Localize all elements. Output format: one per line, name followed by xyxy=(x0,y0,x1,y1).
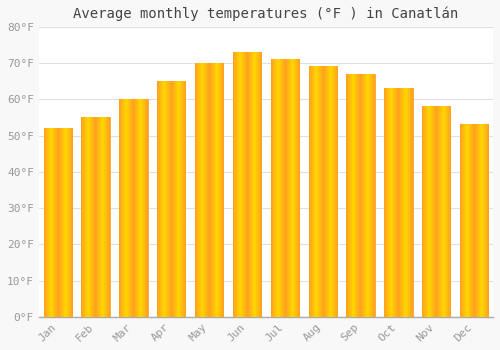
Bar xyxy=(82,117,110,317)
Bar xyxy=(384,89,412,317)
Bar xyxy=(119,99,148,317)
Bar xyxy=(195,63,224,317)
Bar xyxy=(346,74,375,317)
Bar xyxy=(270,60,299,317)
Bar xyxy=(308,66,337,317)
Bar xyxy=(44,128,72,317)
Bar xyxy=(233,52,261,317)
Bar xyxy=(157,81,186,317)
Title: Average monthly temperatures (°F ) in Canatlán: Average monthly temperatures (°F ) in Ca… xyxy=(74,7,458,21)
Bar xyxy=(422,106,450,317)
Bar xyxy=(460,125,488,317)
